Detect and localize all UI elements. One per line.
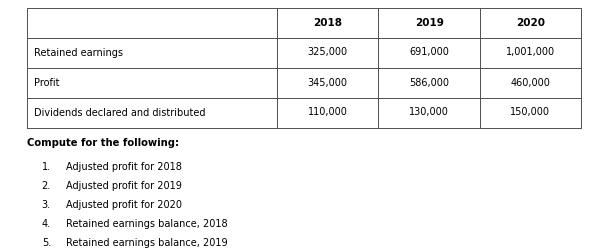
Text: Adjusted profit for 2019: Adjusted profit for 2019 — [66, 181, 181, 191]
Text: Retained earnings: Retained earnings — [34, 48, 123, 58]
Text: 691,000: 691,000 — [409, 48, 449, 58]
Text: 1.: 1. — [42, 162, 51, 172]
Text: 460,000: 460,000 — [511, 78, 550, 88]
Text: Profit: Profit — [34, 78, 60, 88]
Text: Retained earnings balance, 2018: Retained earnings balance, 2018 — [66, 219, 227, 229]
Text: Adjusted profit for 2020: Adjusted profit for 2020 — [66, 200, 182, 210]
Text: 2020: 2020 — [516, 18, 545, 28]
Text: Compute for the following:: Compute for the following: — [27, 138, 179, 147]
Text: 130,000: 130,000 — [409, 108, 449, 118]
Text: 150,000: 150,000 — [510, 108, 551, 118]
Text: 110,000: 110,000 — [308, 108, 347, 118]
Text: 325,000: 325,000 — [308, 48, 348, 58]
Text: 2019: 2019 — [415, 18, 443, 28]
Text: Dividends declared and distributed: Dividends declared and distributed — [34, 108, 206, 118]
Text: 2018: 2018 — [313, 18, 342, 28]
Text: 3.: 3. — [42, 200, 51, 210]
Text: 345,000: 345,000 — [308, 78, 348, 88]
Text: 2.: 2. — [42, 181, 51, 191]
Text: 1,001,000: 1,001,000 — [506, 48, 555, 58]
Text: 4.: 4. — [42, 219, 51, 229]
Text: Retained earnings balance, 2019: Retained earnings balance, 2019 — [66, 238, 227, 248]
Text: 5.: 5. — [42, 238, 51, 248]
Text: 586,000: 586,000 — [409, 78, 449, 88]
Text: Adjusted profit for 2018: Adjusted profit for 2018 — [66, 162, 181, 172]
